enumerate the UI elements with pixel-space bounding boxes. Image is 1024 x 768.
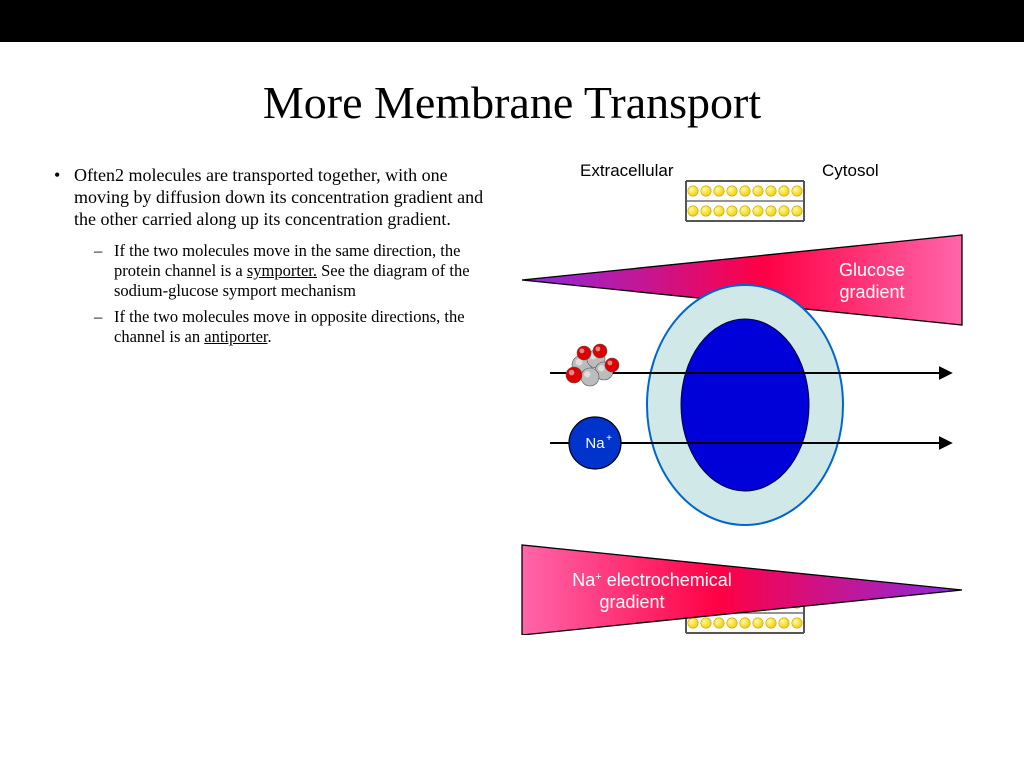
text-column: Often2 molecules are transported togethe… — [30, 165, 500, 635]
antiporter-term: antiporter — [204, 327, 267, 346]
symporter-term: symporter. — [247, 261, 317, 280]
bullet-sub2-c: . — [268, 327, 272, 346]
diagram-svg: Na+GlucosegradientNa+ electrochemicalgra… — [510, 165, 980, 635]
cytosol-label: Cytosol — [822, 161, 879, 181]
bullet-sub-symporter: If the two molecules move in the same di… — [50, 241, 500, 301]
svg-text:Glucose: Glucose — [839, 260, 905, 280]
extracellular-label: Extracellular — [580, 161, 674, 181]
membrane-diagram: Na+GlucosegradientNa+ electrochemicalgra… — [510, 165, 980, 635]
bullet-sub2-a: If the two molecules move in opposite di… — [114, 307, 465, 346]
page-title: More Membrane Transport — [0, 42, 1024, 129]
content-row: Often2 molecules are transported togethe… — [0, 129, 1024, 635]
slide: More Membrane Transport Often2 molecules… — [0, 42, 1024, 768]
bullet-main: Often2 molecules are transported togethe… — [50, 165, 500, 231]
svg-text:gradient: gradient — [839, 282, 904, 302]
svg-text:gradient: gradient — [599, 592, 664, 612]
svg-text:+: + — [606, 433, 612, 444]
svg-text:Na: Na — [585, 435, 605, 452]
bullet-sub-antiporter: If the two molecules move in opposite di… — [50, 307, 500, 347]
